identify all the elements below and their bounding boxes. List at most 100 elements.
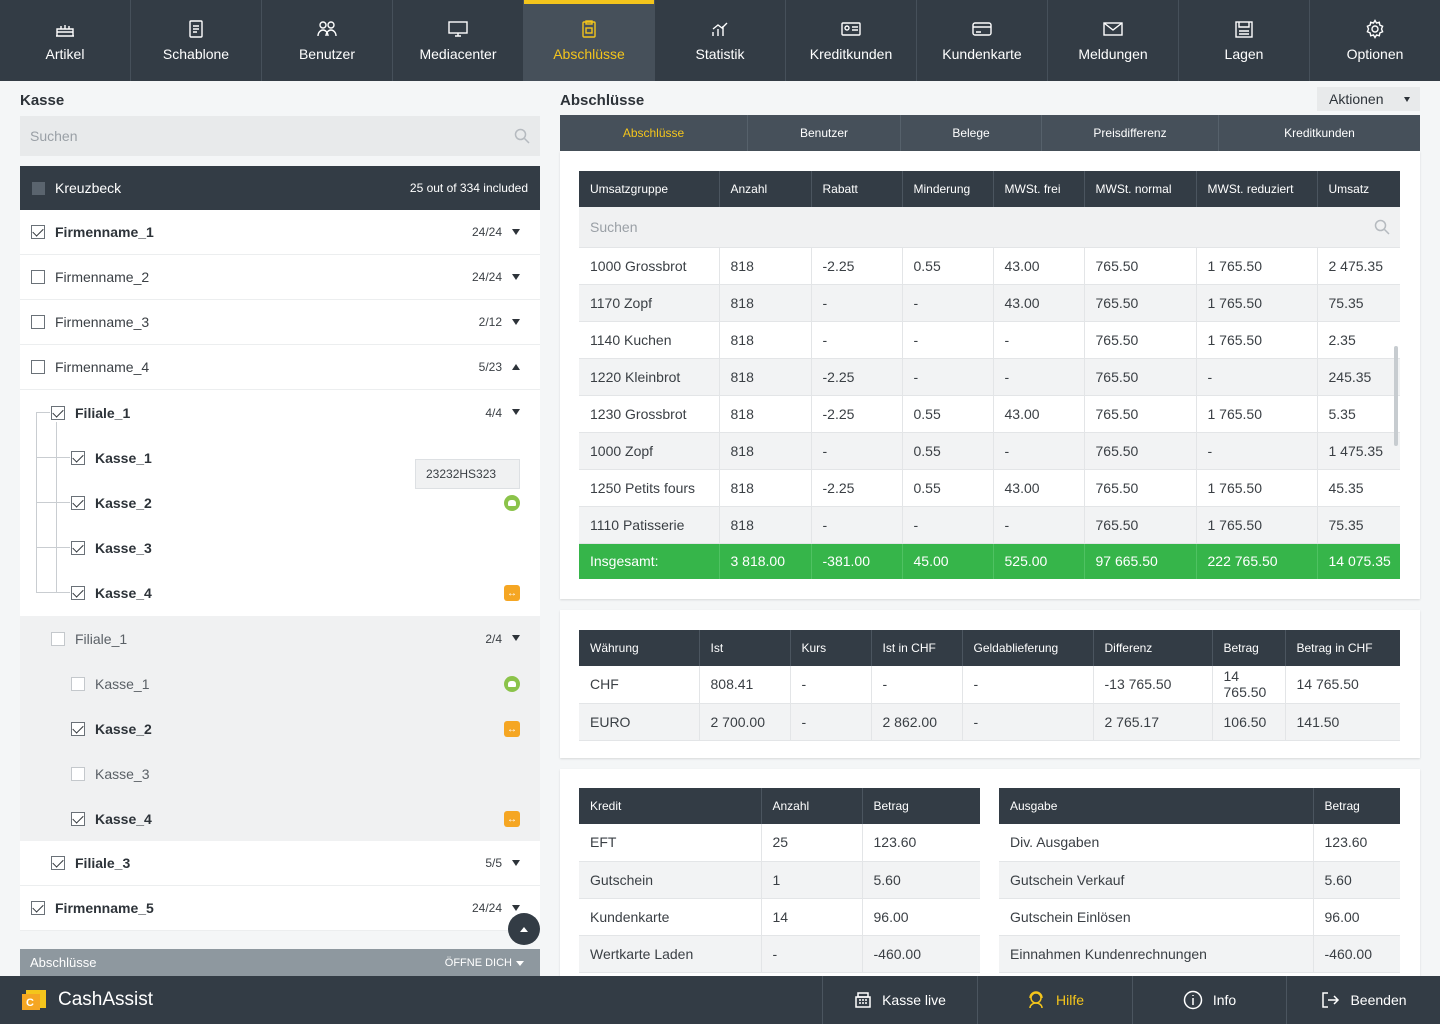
col-minderung[interactable]: Minderung — [902, 171, 994, 207]
table-row[interactable]: EURO 2 700.00-2 862.00-2 765.17 106.50 141.… — [579, 703, 1400, 741]
col-geldablieferung[interactable]: Geldablieferung — [962, 630, 1094, 666]
tree-row-firmenname-1[interactable]: Firmenname_1 24/24 — [20, 210, 540, 255]
tab-benutzer[interactable]: Benutzer — [748, 115, 901, 151]
checkbox[interactable] — [31, 901, 45, 915]
chevron-down-icon[interactable] — [512, 229, 520, 235]
chevron-down-icon[interactable] — [512, 635, 520, 641]
table-row[interactable]: 1000 Zopf 818-0.55-765.50-1 475.35 — [579, 432, 1400, 470]
col-kredit[interactable]: Kredit — [579, 788, 762, 824]
col-betrag[interactable]: Betrag — [1313, 788, 1400, 824]
table-row[interactable]: Gutschein 1 5.60 — [579, 861, 980, 899]
col-ausgabe[interactable]: Ausgabe — [999, 788, 1314, 824]
kasse-search-input[interactable]: Suchen — [20, 116, 540, 156]
tree-row-kasse-1[interactable]: Kasse_1 — [20, 435, 540, 480]
col-waehrung[interactable]: Währung — [579, 630, 700, 666]
open-label[interactable]: ÖFFNE DICH — [444, 956, 512, 969]
checkbox[interactable] — [31, 225, 45, 239]
checkbox[interactable] — [51, 856, 65, 870]
nav-kreditkunden[interactable]: Kreditkunden — [786, 0, 917, 81]
checkbox[interactable] — [71, 540, 85, 555]
table-row[interactable]: Kundenkarte 14 96.00 — [579, 898, 980, 936]
table-row[interactable]: CHF 808.41- - - -13 765.50 14 765.50 14 765.50 — [579, 666, 1400, 704]
nav-benutzer[interactable]: Benutzer — [262, 0, 393, 81]
tab-kreditkunden[interactable]: Kreditkunden — [1284, 126, 1355, 140]
table-row[interactable]: 1170 Zopf 818- -43.00 765.50 1 765.50 75.35 — [579, 284, 1400, 322]
col-umsatz[interactable]: Umsatz — [1317, 171, 1400, 207]
table-search-row[interactable]: Suchen — [579, 207, 1400, 248]
abschluesse-collapsed-bar[interactable]: Abschlüsse ÖFFNE DICH — [20, 949, 540, 976]
checkbox[interactable] — [51, 405, 65, 420]
checkbox[interactable] — [51, 631, 65, 646]
table-row[interactable]: Einnahmen Kundenrechnungen -460.00 — [999, 935, 1400, 973]
table-row[interactable]: 1000 Grossbrot 818 -2.25 0.55 43.00 765.50 1 7… — [579, 247, 1400, 285]
table-row[interactable]: 1220 Kleinbrot 818 -2.25- -765.50-245.35 — [579, 358, 1400, 396]
col-betrag-chf[interactable]: Betrag in CHF — [1285, 630, 1400, 666]
col-mwst-normal[interactable]: MWSt. normal — [1084, 171, 1197, 207]
chevron-down-icon[interactable] — [516, 961, 524, 966]
col-betrag[interactable]: Betrag — [1212, 630, 1286, 666]
col-rabatt[interactable]: Rabatt — [811, 171, 903, 207]
nav-mediacenter[interactable]: Mediacenter — [393, 0, 524, 81]
checkbox[interactable] — [31, 360, 45, 374]
scroll-up-button[interactable] — [508, 913, 540, 945]
tab-preisdifferenz[interactable]: Preisdifferenz — [1042, 115, 1219, 151]
col-mwst-frei[interactable]: MWSt. frei — [993, 171, 1085, 207]
col-umsatzgruppe[interactable]: Umsatzgruppe — [579, 171, 720, 207]
nav-meldungen[interactable]: Meldungen — [1048, 0, 1179, 81]
table-search-input[interactable]: Suchen — [579, 207, 1400, 248]
aktionen-dropdown[interactable]: Aktionen — [1317, 87, 1420, 111]
checkbox[interactable] — [71, 450, 85, 465]
select-all-checkbox[interactable] — [32, 181, 45, 195]
col-anzahl[interactable]: Anzahl — [719, 171, 812, 207]
nav-artikel[interactable]: Artikel — [0, 0, 131, 81]
col-anzahl[interactable]: Anzahl — [761, 788, 863, 824]
checkbox[interactable] — [71, 676, 85, 691]
col-ist[interactable]: Ist — [699, 630, 791, 666]
tab-belege[interactable]: Belege — [901, 115, 1042, 151]
table-row[interactable]: EFT 25 123.60 — [579, 824, 980, 862]
nav-schablone[interactable]: Schablone — [131, 0, 262, 81]
nav-kundenkarte[interactable]: Kundenkarte — [917, 0, 1048, 81]
table-row[interactable]: 1230 Grossbrot 818 -2.25 0.55 43.00 765.50 1 7… — [579, 395, 1400, 433]
checkbox[interactable] — [71, 586, 85, 600]
tree-row-kasse-4b[interactable]: Kasse_4 ↔ — [20, 796, 540, 841]
table-row[interactable]: Gutschein Verkauf 5.60 — [999, 861, 1400, 899]
nav-abschluesse[interactable]: Abschlüsse — [524, 0, 655, 81]
tree-row-kasse-3b[interactable]: Kasse_3 — [20, 751, 540, 796]
tree-row-kasse-2[interactable]: Kasse_2 — [20, 480, 540, 525]
col-ist-chf[interactable]: Ist in CHF — [871, 630, 963, 666]
table-row[interactable]: 1140 Kuchen 818- - -765.50 1 765.50 2.35 — [579, 321, 1400, 359]
table-row[interactable]: Wertkarte Laden - -460.00 — [579, 935, 980, 973]
chevron-down-icon[interactable] — [512, 409, 520, 415]
beenden-button[interactable]: Beenden — [1286, 976, 1440, 1024]
tree-row-firmenname-2[interactable]: Firmenname_2 24/24 — [20, 255, 540, 300]
tab-abschluesse[interactable]: Abschlüsse — [560, 115, 748, 151]
col-mwst-reduziert[interactable]: MWSt. reduziert — [1196, 171, 1318, 207]
checkbox[interactable] — [71, 766, 85, 781]
checkbox[interactable] — [31, 270, 45, 284]
col-differenz[interactable]: Differenz — [1093, 630, 1213, 666]
table-row[interactable]: 1250 Petits fours 818 -2.25 0.55 43.00 765.50… — [579, 469, 1400, 507]
tree-row-kasse-2b[interactable]: Kasse_2 ↔ — [20, 706, 540, 751]
info-button[interactable]: Info — [1132, 976, 1286, 1024]
chevron-down-icon[interactable] — [512, 274, 520, 280]
tree-row-kasse-4[interactable]: Kasse_4 ↔ — [20, 570, 540, 616]
chevron-down-icon[interactable] — [512, 860, 520, 866]
kasse-live-button[interactable]: Kasse live — [822, 976, 977, 1024]
checkbox[interactable] — [31, 315, 45, 329]
chevron-down-icon[interactable] — [512, 319, 520, 325]
nav-statistik[interactable]: Statistik — [655, 0, 786, 81]
nav-lagen[interactable]: Lagen — [1179, 0, 1310, 81]
col-kurs[interactable]: Kurs — [790, 630, 872, 666]
tree-row-kasse-1b[interactable]: Kasse_1 — [20, 661, 540, 706]
table-row[interactable]: 1110 Patisserie 818- - -765.50 1 765.50 75.35 — [579, 506, 1400, 544]
table-row[interactable]: Div. Ausgaben 123.60 — [999, 824, 1400, 862]
tree-row-kasse-3[interactable]: Kasse_3 — [20, 525, 540, 570]
chevron-down-icon[interactable] — [512, 905, 520, 911]
checkbox[interactable] — [71, 495, 85, 510]
checkbox[interactable] — [71, 721, 85, 736]
col-betrag[interactable]: Betrag — [862, 788, 980, 824]
tree-row-firmenname-3[interactable]: Firmenname_3 2/12 — [20, 300, 540, 345]
tree-row-firmenname-4[interactable]: Firmenname_4 5/23 — [20, 345, 540, 390]
tree-row-firmenname-5[interactable]: Firmenname_5 24/24 — [20, 886, 540, 931]
